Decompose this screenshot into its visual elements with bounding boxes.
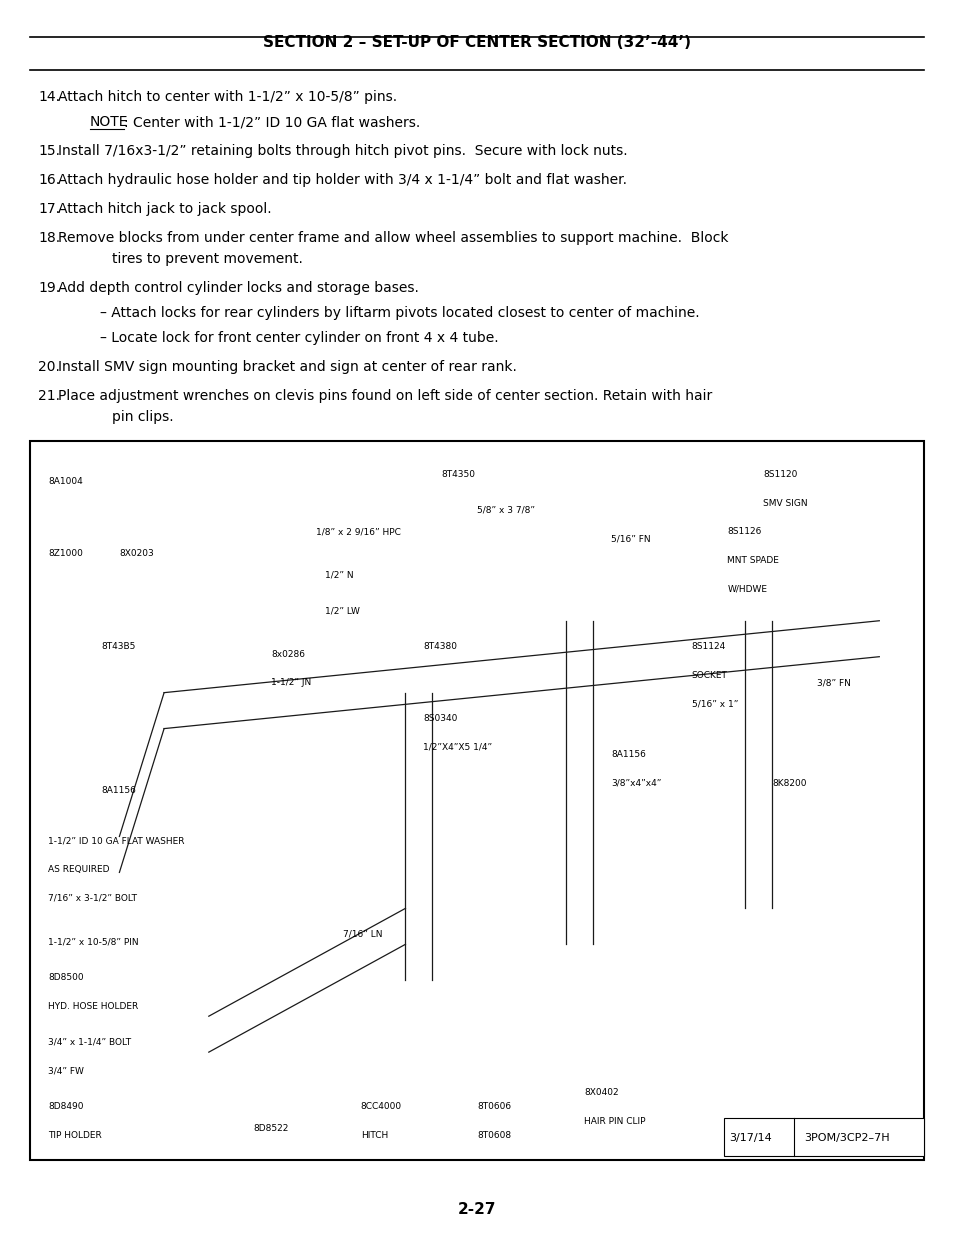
Text: 8CC4000: 8CC4000 [360, 1103, 401, 1112]
Bar [723, 1118, 923, 1156]
Text: 8A1004: 8A1004 [48, 477, 83, 485]
Text: – Locate lock for front center cylinder on front 4 x 4 tube.: – Locate lock for front center cylinder … [100, 331, 498, 345]
Text: 20.: 20. [38, 359, 60, 374]
Text: 8T4350: 8T4350 [441, 469, 475, 479]
Text: 8D8522: 8D8522 [253, 1124, 289, 1132]
Text: pin clips.: pin clips. [112, 410, 173, 424]
Text: Remove blocks from under center frame and allow wheel assemblies to support mach: Remove blocks from under center frame an… [58, 231, 728, 245]
Text: 19.: 19. [38, 282, 60, 295]
Text: : Center with 1-1/2” ID 10 GA flat washers.: : Center with 1-1/2” ID 10 GA flat washe… [124, 115, 420, 128]
Text: Attach hitch to center with 1-1/2” x 10-5/8” pins.: Attach hitch to center with 1-1/2” x 10-… [58, 90, 396, 104]
Text: 5/16” x 1”: 5/16” x 1” [691, 700, 738, 709]
Text: 8A1156: 8A1156 [101, 787, 136, 795]
Text: 7/16” LN: 7/16” LN [342, 930, 382, 939]
Text: 3/17/14: 3/17/14 [728, 1132, 771, 1144]
Text: Add depth control cylinder locks and storage bases.: Add depth control cylinder locks and sto… [58, 282, 418, 295]
Text: 8x0286: 8x0286 [271, 650, 305, 658]
Text: 8T4380: 8T4380 [423, 642, 456, 651]
Text: 1-1/2” JN: 1-1/2” JN [271, 678, 312, 687]
Text: W/HDWE: W/HDWE [726, 585, 766, 594]
Text: 8X0203: 8X0203 [119, 548, 154, 558]
Text: Install SMV sign mounting bracket and sign at center of rear rank.: Install SMV sign mounting bracket and si… [58, 359, 517, 374]
Text: 3/4” FW: 3/4” FW [48, 1067, 84, 1076]
Text: TIP HOLDER: TIP HOLDER [48, 1131, 102, 1140]
Text: 14.: 14. [38, 90, 60, 104]
Text: SOCKET: SOCKET [691, 671, 727, 680]
Text: 8S1126: 8S1126 [726, 527, 760, 536]
Text: 8T43B5: 8T43B5 [101, 642, 135, 651]
Text: – Attach locks for rear cylinders by liftarm pivots located closest to center of: – Attach locks for rear cylinders by lif… [100, 306, 699, 320]
Text: 8K8200: 8K8200 [771, 779, 805, 788]
Text: 8X0402: 8X0402 [583, 1088, 618, 1097]
Text: tires to prevent movement.: tires to prevent movement. [112, 252, 302, 266]
Text: 8T0606: 8T0606 [476, 1103, 511, 1112]
Text: 8S1120: 8S1120 [762, 469, 797, 479]
Text: 1/2” LW: 1/2” LW [325, 606, 359, 615]
Text: MNT SPADE: MNT SPADE [726, 556, 779, 566]
Text: HAIR PIN CLIP: HAIR PIN CLIP [583, 1116, 645, 1126]
Text: 8Z1000: 8Z1000 [48, 548, 83, 558]
Text: 21.: 21. [38, 389, 60, 403]
Text: 3POM/3CP2–7H: 3POM/3CP2–7H [803, 1132, 889, 1144]
Text: HYD. HOSE HOLDER: HYD. HOSE HOLDER [48, 1002, 138, 1010]
Text: 18.: 18. [38, 231, 60, 245]
Text: 17.: 17. [38, 203, 60, 216]
Text: Attach hydraulic hose holder and tip holder with 3/4 x 1-1/4” bolt and flat wash: Attach hydraulic hose holder and tip hol… [58, 173, 626, 186]
Text: 1-1/2” x 10-5/8” PIN: 1-1/2” x 10-5/8” PIN [48, 937, 138, 946]
Text: 1/2” N: 1/2” N [325, 571, 354, 579]
Text: NOTE: NOTE [90, 115, 129, 128]
Text: 5/16” FN: 5/16” FN [611, 535, 650, 543]
Text: Place adjustment wrenches on clevis pins found on left side of center section. R: Place adjustment wrenches on clevis pins… [58, 389, 712, 403]
Text: AS REQUIRED: AS REQUIRED [48, 866, 110, 874]
Text: SECTION 2 – SET-UP OF CENTER SECTION (32’-44’): SECTION 2 – SET-UP OF CENTER SECTION (32… [263, 35, 690, 49]
Text: 1/2”X4”X5 1/4”: 1/2”X4”X5 1/4” [423, 743, 492, 752]
Bar [30, 441, 923, 1160]
Text: 8T0608: 8T0608 [476, 1131, 511, 1140]
Text: HITCH: HITCH [360, 1131, 388, 1140]
Text: 8D8500: 8D8500 [48, 973, 84, 982]
Text: 8S1124: 8S1124 [691, 642, 725, 651]
Text: 1-1/2” ID 10 GA FLAT WASHER: 1-1/2” ID 10 GA FLAT WASHER [48, 836, 184, 846]
Text: 3/4” x 1-1/4” BOLT: 3/4” x 1-1/4” BOLT [48, 1037, 131, 1047]
Text: 16.: 16. [38, 173, 60, 186]
Text: 3/8”x4”x4”: 3/8”x4”x4” [611, 779, 660, 788]
Text: 7/16” x 3-1/2” BOLT: 7/16” x 3-1/2” BOLT [48, 894, 136, 903]
Text: 5/8” x 3 7/8”: 5/8” x 3 7/8” [476, 505, 535, 515]
Text: 1/8” x 2 9/16” HPC: 1/8” x 2 9/16” HPC [315, 527, 400, 536]
Text: 8A1156: 8A1156 [611, 750, 645, 760]
Text: 8S0340: 8S0340 [423, 714, 457, 724]
Text: 2-27: 2-27 [457, 1203, 496, 1218]
Text: 8D8490: 8D8490 [48, 1103, 83, 1112]
Text: 3/8” FN: 3/8” FN [816, 678, 850, 687]
Text: SMV SIGN: SMV SIGN [762, 499, 807, 508]
Text: Attach hitch jack to jack spool.: Attach hitch jack to jack spool. [58, 203, 272, 216]
Text: Install 7/16x3-1/2” retaining bolts through hitch pivot pins.  Secure with lock : Install 7/16x3-1/2” retaining bolts thro… [58, 144, 627, 158]
Text: 15.: 15. [38, 144, 60, 158]
